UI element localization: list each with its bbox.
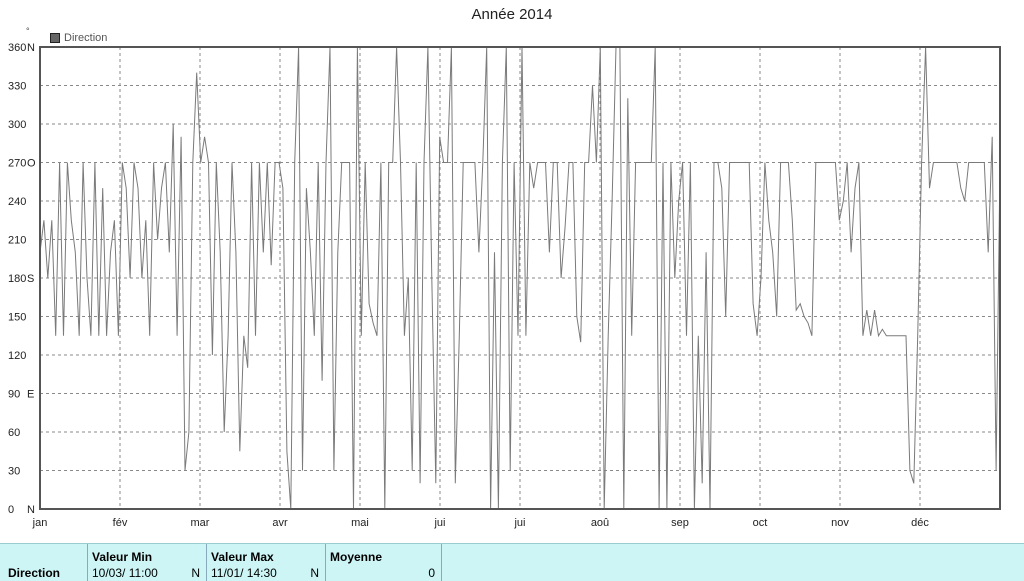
unit-mark: ° <box>26 26 30 36</box>
stat-max: Valeur Max 11/01/ 14:30 N <box>207 544 326 581</box>
y-tick-label: 270 <box>8 158 26 170</box>
legend-swatch <box>50 33 60 43</box>
stat-min-header: Valeur Min <box>92 550 153 564</box>
y-compass-label: N <box>27 504 35 516</box>
stat-max-value: 11/01/ 14:30 <box>211 566 277 580</box>
stat-min: Valeur Min 10/03/ 11:00 N <box>88 544 207 581</box>
stats-row-label: Direction <box>8 566 61 580</box>
x-tick-label: mai <box>351 517 369 529</box>
y-tick-label: 300 <box>8 119 26 131</box>
stats-label-column <box>0 544 88 581</box>
y-compass-label: N <box>27 42 35 54</box>
y-compass-label: S <box>27 273 34 285</box>
y-tick-label: 60 <box>8 427 20 439</box>
y-tick-label: 240 <box>8 196 26 208</box>
stat-min-unit: N <box>191 566 200 580</box>
y-tick-label: 330 <box>8 81 26 93</box>
stat-min-value: 10/03/ 11:00 <box>92 566 158 580</box>
chart-plot: 0306090120150180210240270300330360NESONj… <box>8 42 1001 529</box>
y-compass-label: E <box>27 389 34 401</box>
series-line-direction <box>39 46 1001 510</box>
x-tick-label: aoû <box>591 517 609 529</box>
y-tick-label: 90 <box>8 389 20 401</box>
y-tick-label: 210 <box>8 235 26 247</box>
x-tick-label: jan <box>32 517 48 529</box>
y-compass-label: O <box>27 158 36 170</box>
x-tick-label: jui <box>513 517 525 529</box>
x-tick-label: mar <box>191 517 210 529</box>
y-tick-label: 120 <box>8 350 26 362</box>
x-tick-label: nov <box>831 517 849 529</box>
x-tick-label: jui <box>433 517 445 529</box>
x-tick-label: déc <box>911 517 929 529</box>
stat-max-unit: N <box>310 566 319 580</box>
stat-max-header: Valeur Max <box>211 550 274 564</box>
legend-label: Direction <box>64 32 108 44</box>
y-tick-label: 360 <box>8 42 26 54</box>
stat-mean: Moyenne 0 <box>326 544 442 581</box>
x-tick-label: oct <box>753 517 768 529</box>
plot-frame <box>39 46 1001 510</box>
y-tick-label: 150 <box>8 312 26 324</box>
y-tick-label: 30 <box>8 466 20 478</box>
y-tick-label: 0 <box>8 504 14 516</box>
legend: Direction <box>50 32 107 44</box>
stat-mean-header: Moyenne <box>330 550 383 564</box>
y-tick-label: 180 <box>8 273 26 285</box>
x-tick-label: fév <box>113 517 128 529</box>
stats-panel: Direction Valeur Min 10/03/ 11:00 N Vale… <box>0 543 1024 581</box>
chart-title: Année 2014 <box>471 6 553 23</box>
stat-mean-value: 0 <box>428 566 435 580</box>
x-tick-label: avr <box>272 517 288 529</box>
x-tick-label: sep <box>671 517 689 529</box>
